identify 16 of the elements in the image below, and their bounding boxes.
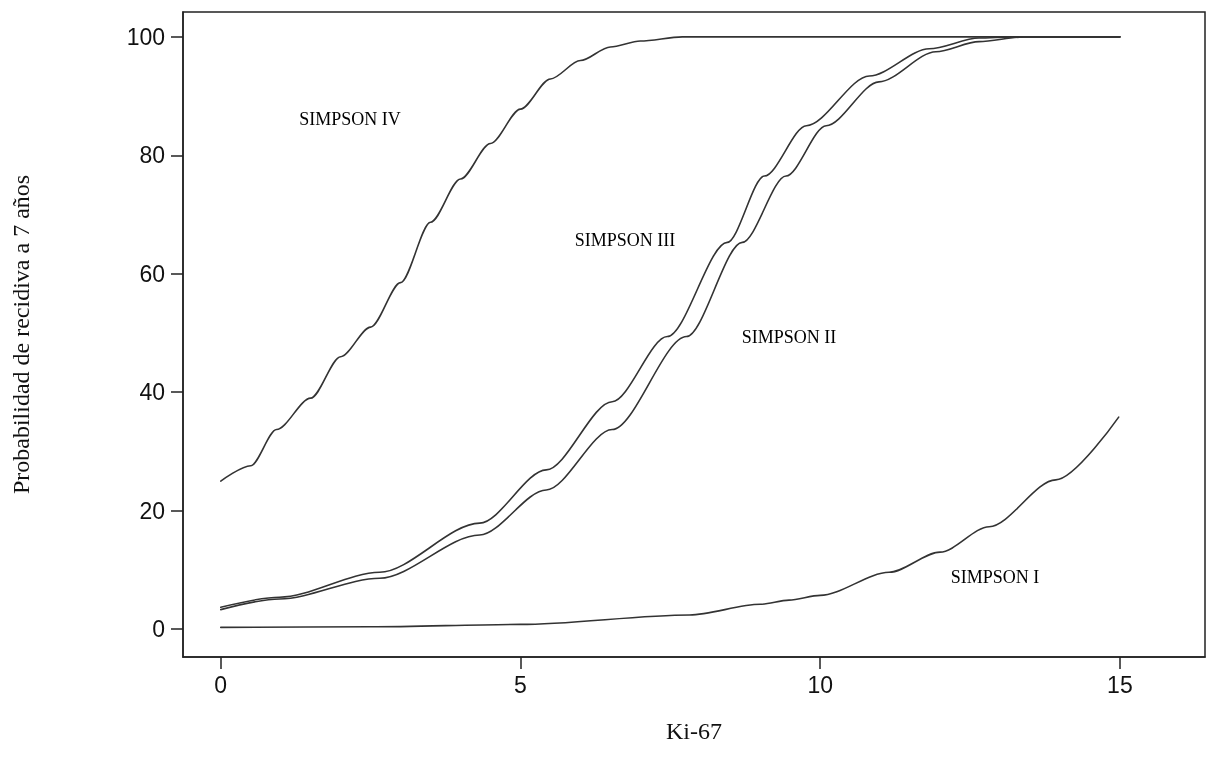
y-tick-label: 40 <box>139 379 165 406</box>
y-tick-label: 0 <box>152 616 165 643</box>
y-tick-label: 100 <box>126 23 165 50</box>
x-tick-label: 0 <box>214 671 228 698</box>
annotation: SIMPSON III <box>574 230 676 250</box>
x-tick-label: 15 <box>1107 671 1133 698</box>
x-axis-title: Ki-67 <box>666 718 722 744</box>
x-tick-label: 10 <box>807 671 833 698</box>
annotation: SIMPSON I <box>950 567 1040 587</box>
y-tick-label: 20 <box>139 497 165 524</box>
y-axis-title: Probabilidad de recidiva a 7 años <box>8 174 34 495</box>
y-tick-label: 60 <box>139 260 165 287</box>
x-tick-label: 5 <box>514 671 527 698</box>
annotation: SIMPSON II <box>741 327 837 347</box>
annotation: SIMPSON IV <box>299 109 401 129</box>
y-tick-label: 80 <box>139 142 165 169</box>
